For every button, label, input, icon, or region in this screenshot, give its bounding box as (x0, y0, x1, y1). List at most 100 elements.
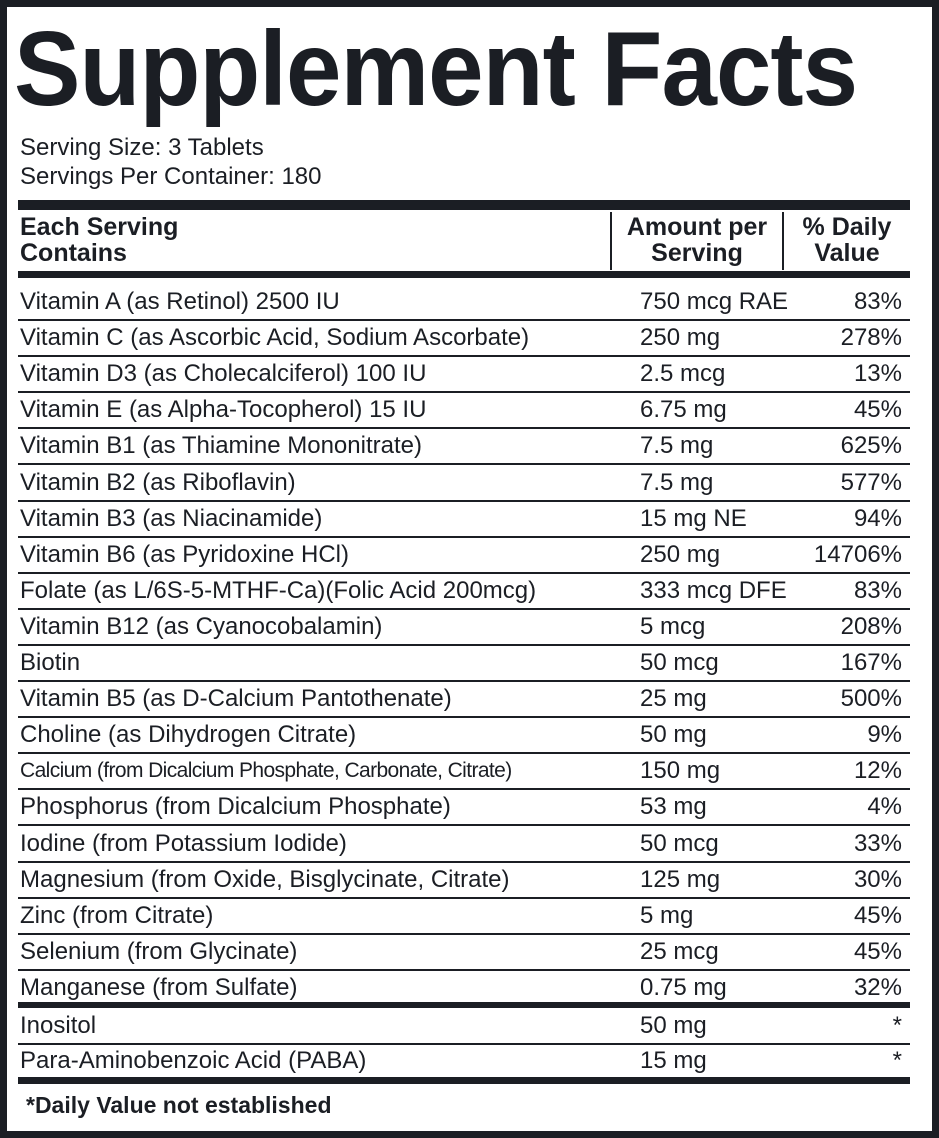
nutrient-amount: 15 mg (640, 1047, 707, 1074)
nutrient-amount: 50 mcg (640, 649, 719, 676)
nutrient-daily-value: 577% (840, 468, 902, 496)
row-divider (18, 571, 910, 574)
row-divider (18, 824, 910, 827)
row-divider (18, 932, 910, 935)
table-row: Folate (as L/6S-5-MTHF-Ca)(Folic Acid 20… (18, 573, 910, 610)
nutrient-daily-value: 625% (840, 432, 902, 460)
table-row: Zinc (from Citrate) 5 mg 45% (18, 898, 910, 935)
nutrient-daily-value: 83% (853, 576, 902, 604)
row-divider (18, 860, 910, 863)
servings-per-container: Servings Per Container: 180 (20, 163, 322, 190)
nutrient-daily-value: 45% (853, 937, 902, 965)
nutrient-amount: 125 mg (640, 865, 721, 893)
table-row: Manganese (from Sulfate) 0.75 mg 32% (18, 970, 910, 1006)
nutrient-name: Inositol (20, 1012, 97, 1039)
nutrient-amount: 25 mg (640, 685, 707, 713)
header-divider (782, 212, 784, 270)
nutrient-daily-value: 94% (853, 504, 902, 532)
table-row: Vitamin C (as Ascorbic Acid, Sodium Asco… (18, 320, 910, 358)
nutrient-name: Vitamin A (as Retinol) 2500 IU (20, 288, 340, 315)
nutrient-daily-value: 83% (853, 288, 902, 315)
header-each-serving: Each Serving Contains (20, 214, 178, 266)
nutrient-amount: 250 mg (640, 324, 721, 352)
nutrient-amount: 50 mg (640, 1012, 707, 1039)
nutrient-name: Manganese (from Sulfate) (20, 973, 298, 1001)
table-row: Inositol 50 mg * (18, 1008, 910, 1045)
nutrient-amount: 2.5 mcg (640, 360, 726, 388)
nutrient-daily-value: 32% (853, 973, 902, 1001)
table-row: Iodine (from Potassium Iodide) 50 mcg 33% (18, 826, 910, 863)
nutrient-daily-value: 14706% (813, 540, 902, 568)
table-row: Calcium (from Dicalcium Phosphate, Carbo… (18, 753, 910, 791)
row-divider (18, 607, 910, 610)
table-row: Vitamin A (as Retinol) 2500 IU 750 mcg RA… (18, 284, 910, 321)
header-amount: Amount per Serving (612, 214, 782, 266)
nutrient-name: Vitamin B3 (as Niacinamide) (20, 504, 323, 532)
header-divider (610, 212, 612, 270)
nutrient-name: Zinc (from Citrate) (20, 901, 214, 929)
nutrient-amount: 7.5 mg (640, 468, 714, 496)
row-divider (18, 391, 910, 394)
header-top-bar (18, 200, 910, 210)
nutrient-name: Selenium (from Glycinate) (20, 937, 298, 965)
nutrient-amount: 333 mcg DFE (640, 576, 787, 604)
table-row: Magnesium (from Oxide, Bisglycinate, Cit… (18, 862, 910, 899)
nutrient-name: Calcium (from Dicalcium Phosphate, Carbo… (20, 759, 512, 783)
table-row: Vitamin B3 (as Niacinamide) 15 mg NE 94% (18, 501, 910, 538)
footnote: *Daily Value not established (26, 1092, 332, 1118)
nutrient-name: Vitamin B6 (as Pyridoxine HCl) (20, 540, 350, 568)
nutrient-daily-value: 13% (853, 360, 902, 388)
row-divider (18, 716, 910, 719)
nutrient-amount: 15 mg NE (640, 504, 747, 532)
table-row: Vitamin D3 (as Cholecalciferol) 100 IU 2.… (18, 356, 910, 394)
nutrient-amount: 53 mg (640, 793, 707, 821)
row-divider (18, 499, 910, 502)
nutrient-name: Folate (as L/6S-5-MTHF-Ca)(Folic Acid 20… (20, 576, 537, 604)
nutrient-name: Vitamin C (as Ascorbic Acid, Sodium Asco… (20, 324, 530, 352)
nutrient-amount: 6.75 mg (640, 396, 727, 424)
table-row: Vitamin B5 (as D-Calcium Pantothenate) 25… (18, 681, 910, 719)
nutrient-name: Vitamin E (as Alpha-Tocopherol) 15 IU (20, 396, 427, 424)
nutrient-daily-value: 9% (867, 721, 902, 749)
nutrient-daily-value: 45% (853, 396, 902, 424)
nutrient-amount: 5 mg (640, 901, 694, 929)
table-row: Vitamin B1 (as Thiamine Mononitrate) 7.5 … (18, 428, 910, 466)
table-row: Phosphorus (from Dicalcium Phosphate) 53 … (18, 789, 910, 827)
header-daily-value: % Daily Value (784, 214, 910, 266)
nutrient-amount: 750 mcg RAE (640, 288, 789, 315)
row-divider (18, 896, 910, 899)
nutrient-name: Choline (as Dihydrogen Citrate) (20, 721, 357, 749)
row-divider (18, 968, 910, 971)
row-divider (18, 752, 910, 755)
nutrient-daily-value: 30% (853, 865, 902, 893)
nutrient-daily-value: 4% (867, 793, 902, 821)
nutrient-daily-value: 278% (840, 324, 902, 352)
table-row: Vitamin B2 (as Riboflavin) 7.5 mg 577% (18, 465, 910, 502)
header-col3-line2: Value (814, 239, 880, 267)
nutrient-name: Para-Aminobenzoic Acid (PABA) (20, 1047, 367, 1074)
nutrient-amount: 50 mg (640, 721, 707, 749)
nutrient-name: Vitamin B5 (as D-Calcium Pantothenate) (20, 685, 452, 713)
row-divider (18, 680, 910, 682)
row-divider (18, 643, 910, 646)
nutrient-amount: 25 mcg (640, 937, 719, 965)
nutrient-daily-value: 500% (840, 685, 902, 713)
header-col2-line1: Amount per (626, 213, 768, 241)
nutrient-name: Phosphorus (from Dicalcium Phosphate) (20, 793, 451, 821)
table-row: Selenium (from Glycinate) 25 mcg 45% (18, 934, 910, 971)
nutrient-name: Iodine (from Potassium Iodide) (20, 829, 347, 857)
table-row: Choline (as Dihydrogen Citrate) 50 mg 9% (18, 717, 910, 755)
header-col1-line2: Contains (20, 239, 127, 267)
header-col1-line1: Each Serving (20, 213, 179, 241)
nutrient-daily-value: 167% (840, 649, 902, 676)
nutrient-amount: 150 mg (640, 757, 721, 785)
nutrient-daily-value: 45% (853, 901, 902, 929)
nutrient-name: Vitamin D3 (as Cholecalciferol) 100 IU (20, 360, 427, 388)
nutrient-name: Vitamin B1 (as Thiamine Mononitrate) (20, 432, 422, 460)
header-col3-line1: % Daily (802, 213, 892, 241)
table-row: Vitamin B6 (as Pyridoxine HCl) 250 mg 1470… (18, 537, 910, 574)
nutrient-daily-value: 33% (853, 829, 902, 857)
section-divider-bar (18, 1002, 910, 1008)
row-divider (18, 463, 910, 466)
